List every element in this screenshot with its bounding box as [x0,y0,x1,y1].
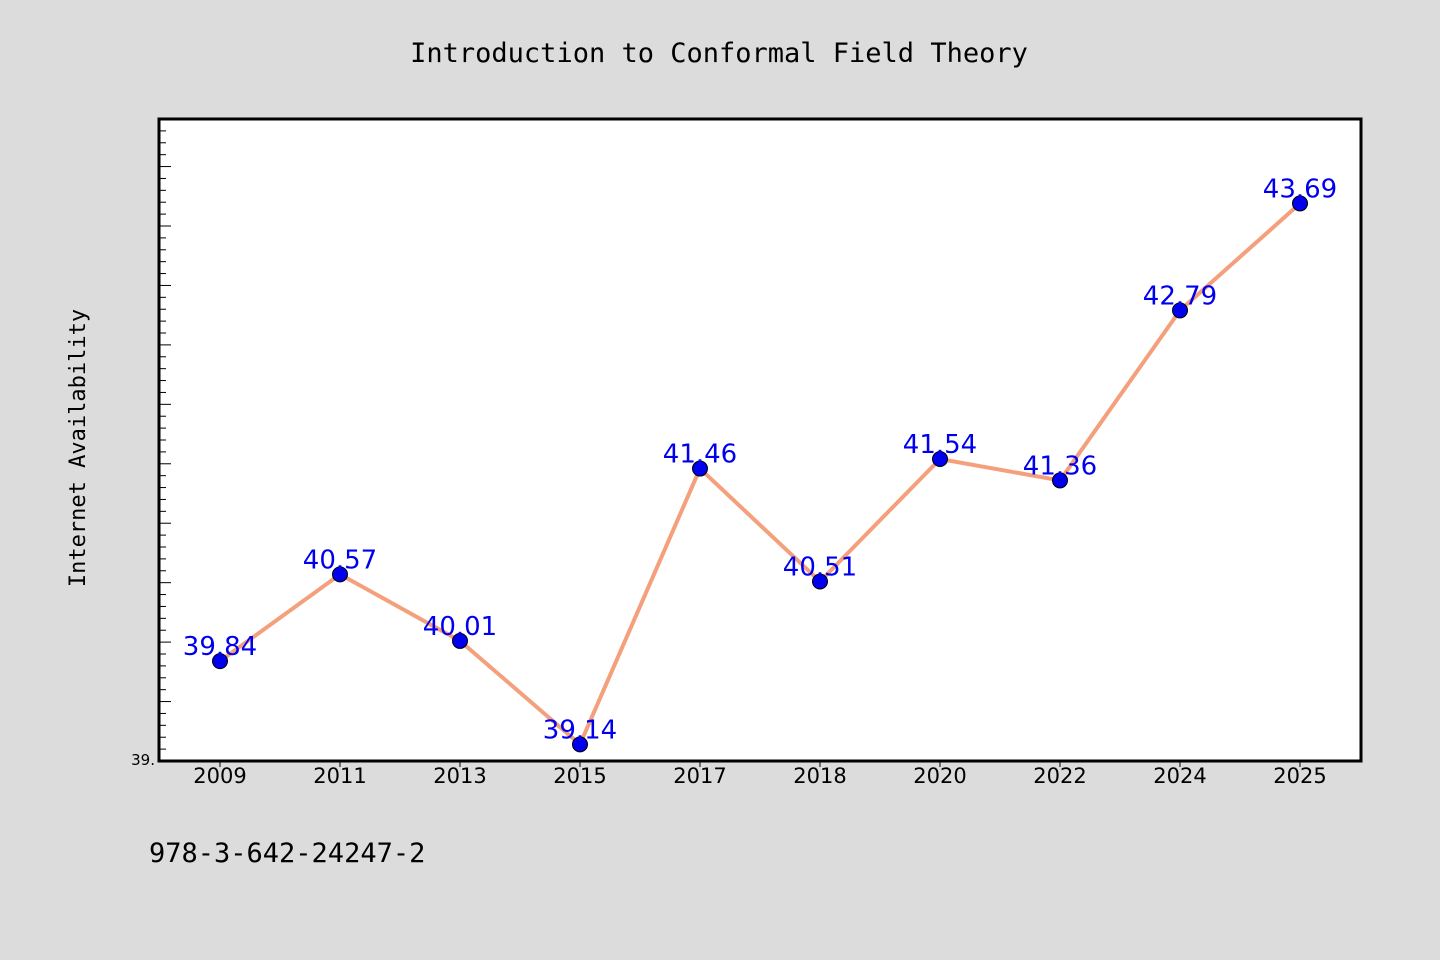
data-label: 41.36 [1023,451,1097,481]
data-point [812,573,828,590]
isbn-label: 978-3-642-24247-2 [149,838,425,869]
plot-area [159,119,1361,761]
data-point [692,460,708,477]
x-tick-label: 2024 [1153,764,1206,788]
y-axis-label: Internet Availability [66,309,91,587]
x-tick-label: 2015 [553,764,606,788]
x-tick-label: 2017 [673,764,726,788]
data-point [1052,472,1068,489]
data-point [452,632,468,649]
x-tick-label: 2022 [1033,764,1086,788]
data-point [212,653,228,670]
plot-frame [157,117,1363,763]
data-label: 39.84 [183,632,257,662]
data-labels-group: 39.84 40.57 40.01 39.14 41.46 40.51 41.54 41.36… [183,174,1337,745]
data-label: 40.01 [423,612,497,642]
x-tick-label: 2013 [433,764,486,788]
data-label: 39.14 [543,715,617,745]
data-label: 41.46 [663,440,737,470]
x-tick-label: 2011 [313,764,366,788]
y-ticks-group: 39. [131,751,155,769]
data-label: 41.54 [903,430,977,460]
x-tick-label: 2018 [793,764,846,788]
x-ticks-group: 2009 2011 2013 2015 2017 2018 2020 2022 2024 2025 [193,761,1327,788]
data-label: 40.57 [303,545,377,575]
x-tick-label: 2020 [913,764,966,788]
x-tick-label: 2009 [193,764,246,788]
data-label: 40.51 [783,552,857,582]
data-point [1172,302,1188,319]
series-line-group [218,201,1302,747]
markers-group [212,195,1308,753]
y-tick-label: 39. [131,751,155,769]
data-point [572,736,588,753]
data-point [932,451,948,468]
x-tick-label: 2025 [1273,764,1326,788]
data-point [332,566,348,583]
series-line [218,201,1302,747]
data-label: 43.69 [1263,174,1337,204]
chart-title: Introduction to Conformal Field Theory [410,38,1028,69]
data-point [1292,195,1308,212]
data-label: 42.79 [1143,281,1217,311]
